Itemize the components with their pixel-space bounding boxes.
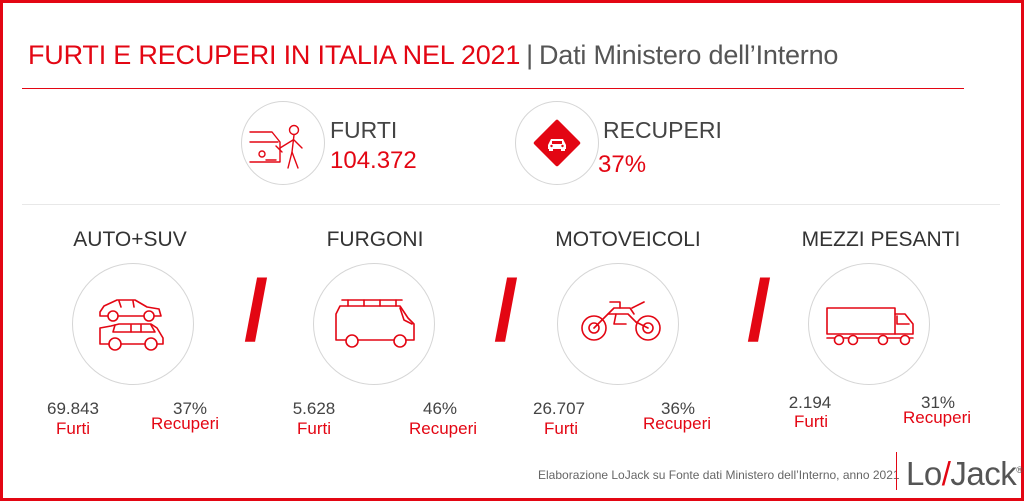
- section-divider: [22, 204, 1000, 205]
- furgoni-recuperi-label: Recuperi: [408, 419, 478, 438]
- auto-suv-recuperi-value: 37%: [172, 399, 208, 418]
- motoveicoli-furti-label: Furti: [544, 419, 578, 438]
- category-circle-mezzi-pesanti: [808, 263, 930, 385]
- auto-suv-furti-value: 69.843: [47, 399, 99, 418]
- category-divider-1: /: [244, 263, 268, 359]
- page-title: FURTI E RECUPERI IN ITALIA NEL 2021 | Dati…: [28, 40, 838, 71]
- motorcycle-icon: [581, 301, 661, 341]
- category-circle-motoveicoli: [557, 263, 679, 385]
- category-label-auto-suv: AUTO+SUV: [73, 228, 187, 251]
- category-label-furgoni: FURGONI: [326, 228, 424, 251]
- motoveicoli-furti-value: 26.707: [533, 399, 585, 418]
- furti-total-value: 104.372: [330, 147, 417, 174]
- furgoni-furti-value: 5.628: [292, 399, 336, 418]
- thief-car-icon: [249, 124, 303, 169]
- category-label-motoveicoli: MOTOVEICOLI: [555, 228, 701, 251]
- logo-registered-mark: ®: [1016, 465, 1023, 475]
- title-separator: |: [526, 40, 533, 70]
- footer-divider: [896, 452, 897, 490]
- category-circle-furgoni: [313, 263, 435, 385]
- title-subtitle: Dati Ministero dell’Interno: [539, 40, 839, 70]
- furgoni-furti-label: Furti: [297, 419, 331, 438]
- mezzi-pesanti-furti-label: Furti: [794, 412, 828, 431]
- header-rule: [22, 88, 964, 89]
- van-icon: [335, 299, 415, 348]
- truck-icon: [826, 307, 914, 346]
- category-label-mezzi-pesanti: MEZZI PESANTI: [801, 228, 961, 251]
- category-divider-2: /: [494, 263, 518, 359]
- recuperi-total-value: 37%: [598, 151, 647, 178]
- furgoni-recuperi-value: 46%: [422, 399, 458, 418]
- furti-total-circle: [241, 101, 325, 185]
- title-main: FURTI E RECUPERI IN ITALIA NEL 2021: [28, 40, 521, 70]
- logo-right: Jack: [950, 455, 1017, 492]
- recuperi-total-circle: [515, 101, 599, 185]
- car-suv-icon: [99, 299, 164, 351]
- mezzi-pesanti-furti-value: 2.194: [788, 393, 832, 412]
- car-recovery-diamond-icon: [533, 119, 581, 167]
- lojack-logo: Lo/Jack®: [906, 455, 1023, 493]
- auto-suv-furti-label: Furti: [56, 419, 90, 438]
- furti-total-label: FURTI: [330, 117, 398, 143]
- mezzi-pesanti-recuperi-label: Recuperi: [902, 408, 972, 427]
- category-divider-3: /: [747, 263, 771, 359]
- source-note: Elaborazione LoJack su Fonte dati Minist…: [538, 468, 900, 482]
- motoveicoli-recuperi-label: Recuperi: [642, 414, 712, 433]
- motoveicoli-recuperi-value: 36%: [660, 399, 696, 418]
- mezzi-pesanti-recuperi-value: 31%: [920, 393, 956, 412]
- logo-left: Lo: [906, 455, 942, 492]
- category-circle-auto-suv: [72, 263, 194, 385]
- auto-suv-recuperi-label: Recuperi: [150, 414, 220, 433]
- logo-slash: /: [941, 455, 951, 492]
- recuperi-total-label: RECUPERI: [603, 117, 722, 143]
